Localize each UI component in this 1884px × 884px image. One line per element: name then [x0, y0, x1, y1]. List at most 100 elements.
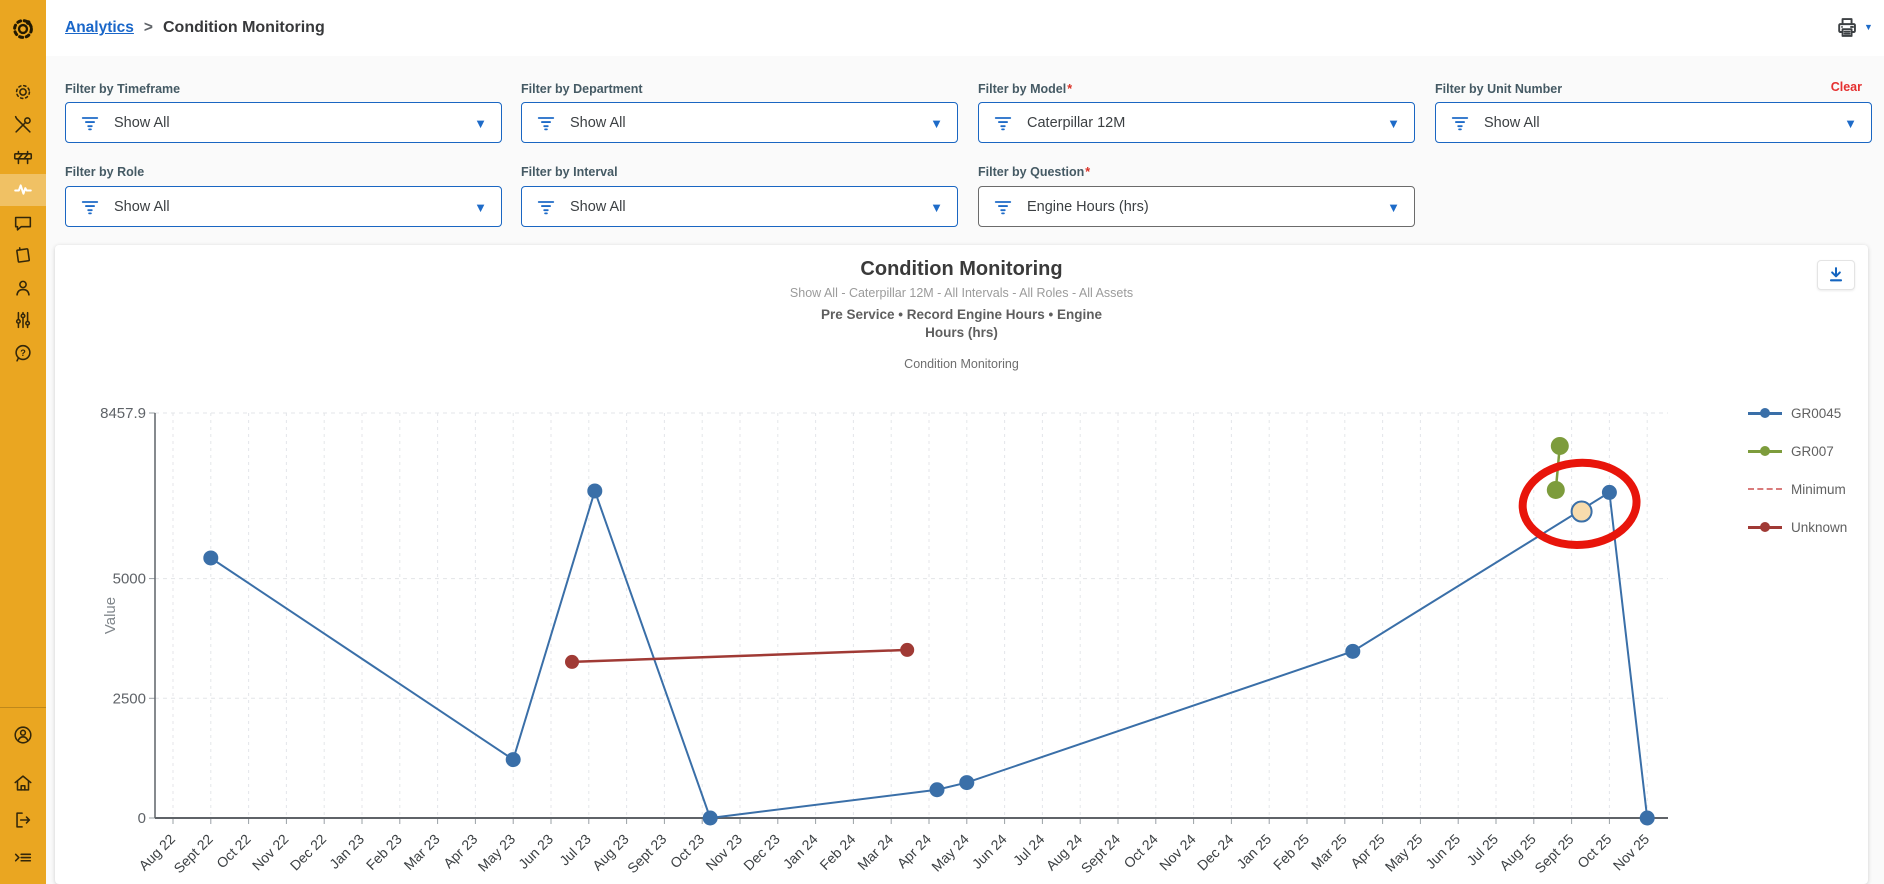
x-tick-label: Oct 25	[1574, 831, 1615, 872]
chevron-down-icon: ▼	[1387, 116, 1400, 131]
legend-swatch	[1748, 446, 1782, 456]
download-icon	[1829, 267, 1843, 282]
x-tick-label: Jun 24	[969, 831, 1010, 872]
home-icon	[14, 775, 32, 791]
x-tick-label: Nov 23	[702, 831, 745, 874]
clear-filters-link[interactable]: Clear	[1830, 80, 1862, 94]
sidebar-item-account[interactable]	[0, 719, 46, 751]
y-tick-label: 2500	[113, 690, 146, 707]
sidebar-item-users[interactable]	[0, 272, 46, 305]
data-point-GR007[interactable]	[1546, 480, 1565, 499]
x-tick-label: Oct 24	[1120, 831, 1161, 872]
x-tick-label: Mar 25	[1308, 831, 1350, 873]
legend-item-unknown[interactable]: Unknown	[1748, 519, 1847, 535]
sidebar-item-home[interactable]	[0, 767, 46, 799]
legend-item-minimum[interactable]: Minimum	[1748, 481, 1847, 497]
legend-item-gr007[interactable]: GR007	[1748, 443, 1847, 459]
x-tick-label: Apr 23	[440, 831, 481, 872]
y-tick-label: 8457.9	[100, 405, 146, 422]
data-point-GR007[interactable]	[1550, 436, 1569, 455]
filter-label: Filter by Timeframe	[65, 82, 181, 96]
data-point-GR0045[interactable]	[929, 782, 945, 798]
chevron-down-icon: ▼	[1844, 116, 1857, 131]
filter-dropdown-filter-by-role[interactable]: Show All ▼	[65, 186, 502, 227]
x-tick-label: Sept 23	[624, 831, 670, 877]
data-point-GR0045[interactable]	[203, 550, 219, 566]
filter-label: Filter by Model*	[978, 82, 1073, 96]
filter-label: Filter by Unit Number	[1435, 82, 1563, 96]
sidebar: ?	[0, 0, 46, 884]
data-point-GR0045[interactable]	[702, 810, 718, 826]
chart-subtitle: Show All - Caterpillar 12M - All Interva…	[789, 286, 1134, 300]
filter-label: Filter by Role	[65, 165, 145, 179]
sidebar-item-help[interactable]: ?	[0, 337, 46, 370]
svg-text:?: ?	[20, 348, 26, 358]
sidebar-item-comments[interactable]	[0, 206, 46, 239]
x-tick-label: Dec 22	[287, 831, 330, 874]
x-tick-label: Apr 24	[894, 831, 935, 872]
sidebar-item-settings[interactable]	[0, 76, 46, 109]
filter-funnel-icon	[537, 200, 555, 214]
filter-label: Filter by Question*	[978, 165, 1091, 179]
filter-dropdown-filter-by-interval[interactable]: Show All ▼	[521, 186, 958, 227]
filter-value: Caterpillar 12M	[1027, 114, 1126, 131]
sidebar-item-notes[interactable]	[0, 239, 46, 272]
chevron-down-icon: ▼	[930, 116, 943, 131]
data-point-GR0045[interactable]	[959, 775, 975, 791]
chart-question-line: Pre Service • Record Engine Hours • Engi…	[820, 307, 1103, 340]
data-point-GR0045[interactable]	[1601, 484, 1617, 500]
data-point-Unknown[interactable]	[900, 642, 915, 657]
x-tick-label: Mar 23	[401, 831, 443, 873]
data-point-GR0045[interactable]	[1345, 643, 1361, 659]
data-point-GR0045[interactable]	[587, 483, 603, 499]
sidebar-item-logout[interactable]	[0, 804, 46, 836]
data-point-GR0045[interactable]	[1639, 810, 1655, 826]
filter-value: Show All	[1484, 114, 1540, 131]
app-logo-icon[interactable]	[9, 15, 37, 43]
filter-dropdown-filter-by-department[interactable]: Show All ▼	[521, 102, 958, 143]
legend-label: GR007	[1791, 443, 1834, 459]
data-point-GR0045[interactable]	[505, 752, 521, 768]
filter-dropdown-filter-by-model[interactable]: Caterpillar 12M ▼	[978, 102, 1415, 143]
chart-title: Condition Monitoring	[860, 258, 1063, 280]
x-tick-label: Oct 22	[213, 831, 254, 872]
filter-funnel-icon	[1451, 116, 1469, 130]
sidebar-item-maintenance[interactable]	[0, 109, 46, 142]
logout-icon	[16, 812, 31, 828]
sidebar-divider	[0, 707, 46, 708]
x-tick-label: Jan 24	[780, 831, 821, 872]
chart-legend: GR0045 GR007 Minimum Unknown	[1748, 405, 1847, 557]
filter-label: Filter by Department	[521, 82, 643, 96]
filter-value: Show All	[570, 198, 626, 215]
sidebar-item-collapse-menu[interactable]	[0, 842, 46, 874]
print-button[interactable]	[1833, 14, 1873, 44]
sidebar-item-worksite[interactable]	[0, 141, 46, 174]
data-point-Unknown[interactable]	[565, 654, 579, 669]
x-tick-label: Sept 22	[170, 831, 216, 877]
breadcrumb-separator: >	[143, 19, 153, 36]
filter-dropdown-filter-by-timeframe[interactable]: Show All ▼	[65, 102, 502, 143]
print-caret-icon[interactable]: ▼	[1864, 22, 1873, 32]
filter-dropdown-filter-by-question[interactable]: Engine Hours (hrs) ▼	[978, 186, 1415, 227]
y-tick-label: 0	[138, 810, 146, 827]
sidebar-item-analytics[interactable]	[0, 173, 46, 207]
filter-dropdown-filter-by-unit-number[interactable]: Show All ▼	[1435, 102, 1872, 143]
x-tick-label: Feb 23	[363, 831, 405, 873]
filter-label: Filter by Interval	[521, 165, 618, 179]
breadcrumb-link-analytics[interactable]: Analytics	[65, 19, 134, 36]
chevron-down-icon: ▼	[930, 200, 943, 215]
chevron-down-icon: ▼	[474, 200, 487, 215]
filter-funnel-icon	[81, 200, 99, 214]
x-tick-label: Feb 25	[1270, 831, 1312, 873]
legend-label: GR0045	[1791, 405, 1842, 421]
legend-label: Unknown	[1791, 519, 1848, 535]
breadcrumb-current: Condition Monitoring	[162, 19, 325, 36]
sidebar-item-preferences[interactable]	[0, 304, 46, 337]
highlighted-data-point[interactable]	[1570, 500, 1593, 523]
legend-swatch	[1748, 522, 1782, 532]
chart-small-title: Condition Monitoring	[904, 357, 1019, 371]
download-chart-button[interactable]	[1817, 260, 1855, 290]
top-bar: Analytics > Condition Monitoring ▼	[0, 0, 1884, 56]
legend-item-gr0045[interactable]: GR0045	[1748, 405, 1847, 421]
